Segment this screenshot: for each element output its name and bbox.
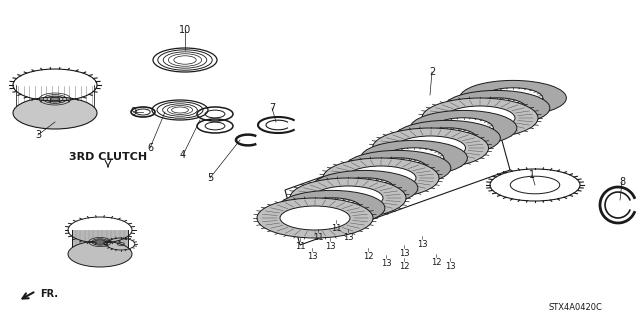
Ellipse shape: [335, 178, 394, 198]
Text: 13: 13: [342, 233, 353, 242]
Ellipse shape: [51, 97, 60, 101]
Ellipse shape: [384, 148, 444, 168]
Ellipse shape: [422, 98, 538, 138]
Ellipse shape: [443, 90, 550, 126]
Ellipse shape: [467, 98, 526, 118]
Ellipse shape: [344, 150, 451, 186]
Text: 6: 6: [147, 143, 153, 153]
Ellipse shape: [323, 158, 439, 198]
Text: 7: 7: [269, 103, 275, 113]
Text: 11: 11: [313, 233, 323, 242]
Text: 4: 4: [180, 150, 186, 160]
Ellipse shape: [361, 140, 467, 175]
Text: 2: 2: [429, 67, 435, 77]
Text: 5: 5: [207, 173, 213, 183]
Text: 10: 10: [179, 25, 191, 35]
Ellipse shape: [280, 206, 350, 230]
Text: FR.: FR.: [40, 289, 58, 299]
Text: 13: 13: [417, 240, 428, 249]
Ellipse shape: [417, 128, 477, 148]
Text: 13: 13: [307, 252, 317, 261]
Text: 12: 12: [363, 252, 373, 261]
Ellipse shape: [410, 110, 517, 145]
Text: 11: 11: [295, 242, 305, 251]
Text: 11: 11: [331, 224, 341, 233]
Ellipse shape: [434, 118, 493, 138]
Ellipse shape: [278, 190, 385, 226]
Ellipse shape: [290, 178, 406, 218]
Ellipse shape: [68, 241, 132, 267]
Ellipse shape: [13, 97, 97, 129]
Text: 13: 13: [399, 249, 410, 258]
Ellipse shape: [346, 166, 416, 190]
Text: STX4A0420C: STX4A0420C: [548, 303, 602, 313]
Text: 12: 12: [431, 258, 441, 267]
Ellipse shape: [301, 198, 361, 218]
Text: 13: 13: [324, 242, 335, 251]
Text: 9: 9: [130, 107, 136, 117]
Text: 1: 1: [529, 170, 535, 180]
Text: 3: 3: [35, 130, 41, 140]
Ellipse shape: [311, 170, 418, 206]
Ellipse shape: [257, 198, 373, 238]
Ellipse shape: [394, 120, 500, 156]
Ellipse shape: [445, 106, 515, 130]
Polygon shape: [72, 230, 128, 254]
Ellipse shape: [313, 186, 383, 210]
Ellipse shape: [460, 80, 566, 115]
Ellipse shape: [372, 128, 488, 168]
Ellipse shape: [483, 88, 543, 108]
Ellipse shape: [396, 136, 465, 160]
Text: 3RD CLUTCH: 3RD CLUTCH: [69, 152, 147, 162]
Ellipse shape: [368, 158, 428, 178]
Text: 13: 13: [445, 262, 455, 271]
Text: 13: 13: [381, 259, 391, 268]
Text: 8: 8: [619, 177, 625, 187]
Text: 12: 12: [399, 262, 409, 271]
